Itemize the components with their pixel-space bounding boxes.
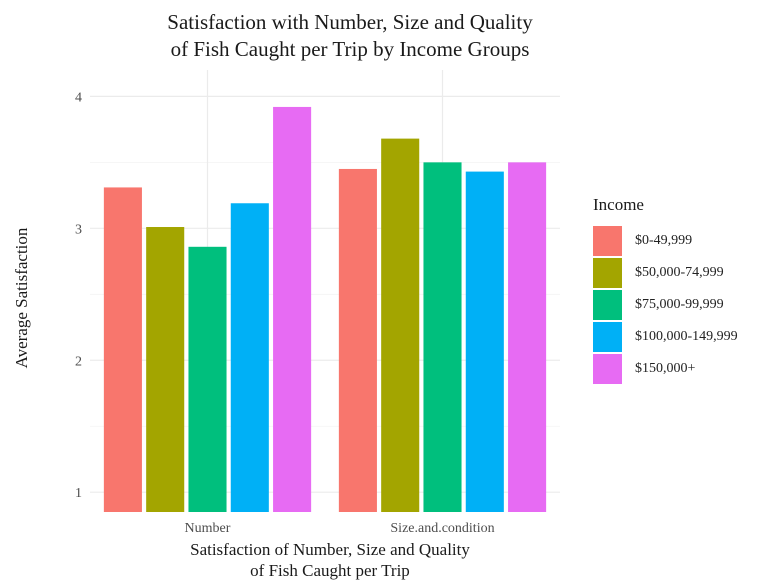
bar-1-3 (465, 171, 504, 512)
bar-0-3 (230, 203, 269, 512)
bar-0-1 (146, 227, 185, 512)
legend-swatch-0 (593, 226, 622, 256)
legend-label-1: $50,000-74,999 (635, 265, 724, 280)
legend-item-4: $150,000+ (593, 354, 695, 384)
x-axis-label-line-1: Satisfaction of Number, Size and Quality (190, 540, 470, 559)
x-tick-label-0: Number (185, 521, 231, 536)
x-tick-label-1: Size.and.condition (390, 521, 494, 536)
x-axis-label-line-2: of Fish Caught per Trip (250, 561, 410, 580)
legend-swatch-3 (593, 322, 622, 352)
chart-title-line-2: of Fish Caught per Trip by Income Groups (170, 37, 530, 61)
y-tick-label-2: 3 (75, 222, 82, 237)
legend-label-0: $0-49,999 (635, 233, 693, 248)
legend-label-2: $75,000-99,999 (635, 297, 724, 312)
chart-title-line-1: Satisfaction with Number, Size and Quali… (167, 10, 533, 34)
legend-swatch-1 (593, 258, 622, 288)
bar-0-4 (273, 106, 312, 512)
legend-swatch-4 (593, 354, 622, 384)
bar-0-2 (188, 246, 227, 513)
legend-item-3: $100,000-149,999 (593, 322, 738, 352)
y-tick-labels: 1 2 3 4 (75, 90, 82, 501)
bars (103, 106, 547, 513)
legend-title: Income (593, 195, 644, 214)
bar-1-2 (423, 162, 462, 512)
legend-swatch-2 (593, 290, 622, 320)
bar-0-0 (103, 187, 142, 512)
bar-1-0 (338, 168, 377, 512)
bar-1-1 (381, 138, 420, 512)
legend-item-2: $75,000-99,999 (593, 290, 724, 320)
legend-label-3: $100,000-149,999 (635, 329, 738, 344)
x-tick-labels: Number Size.and.condition (185, 521, 495, 536)
legend-item-1: $50,000-74,999 (593, 258, 724, 288)
y-tick-label-3: 4 (75, 90, 82, 105)
legend-label-4: $150,000+ (635, 361, 696, 376)
y-tick-label-0: 1 (75, 486, 82, 501)
legend-item-0: $0-49,999 (593, 226, 692, 256)
bar-1-4 (508, 162, 547, 512)
y-axis-label: Average Satisfaction (12, 227, 31, 369)
y-tick-label-1: 2 (75, 354, 82, 369)
